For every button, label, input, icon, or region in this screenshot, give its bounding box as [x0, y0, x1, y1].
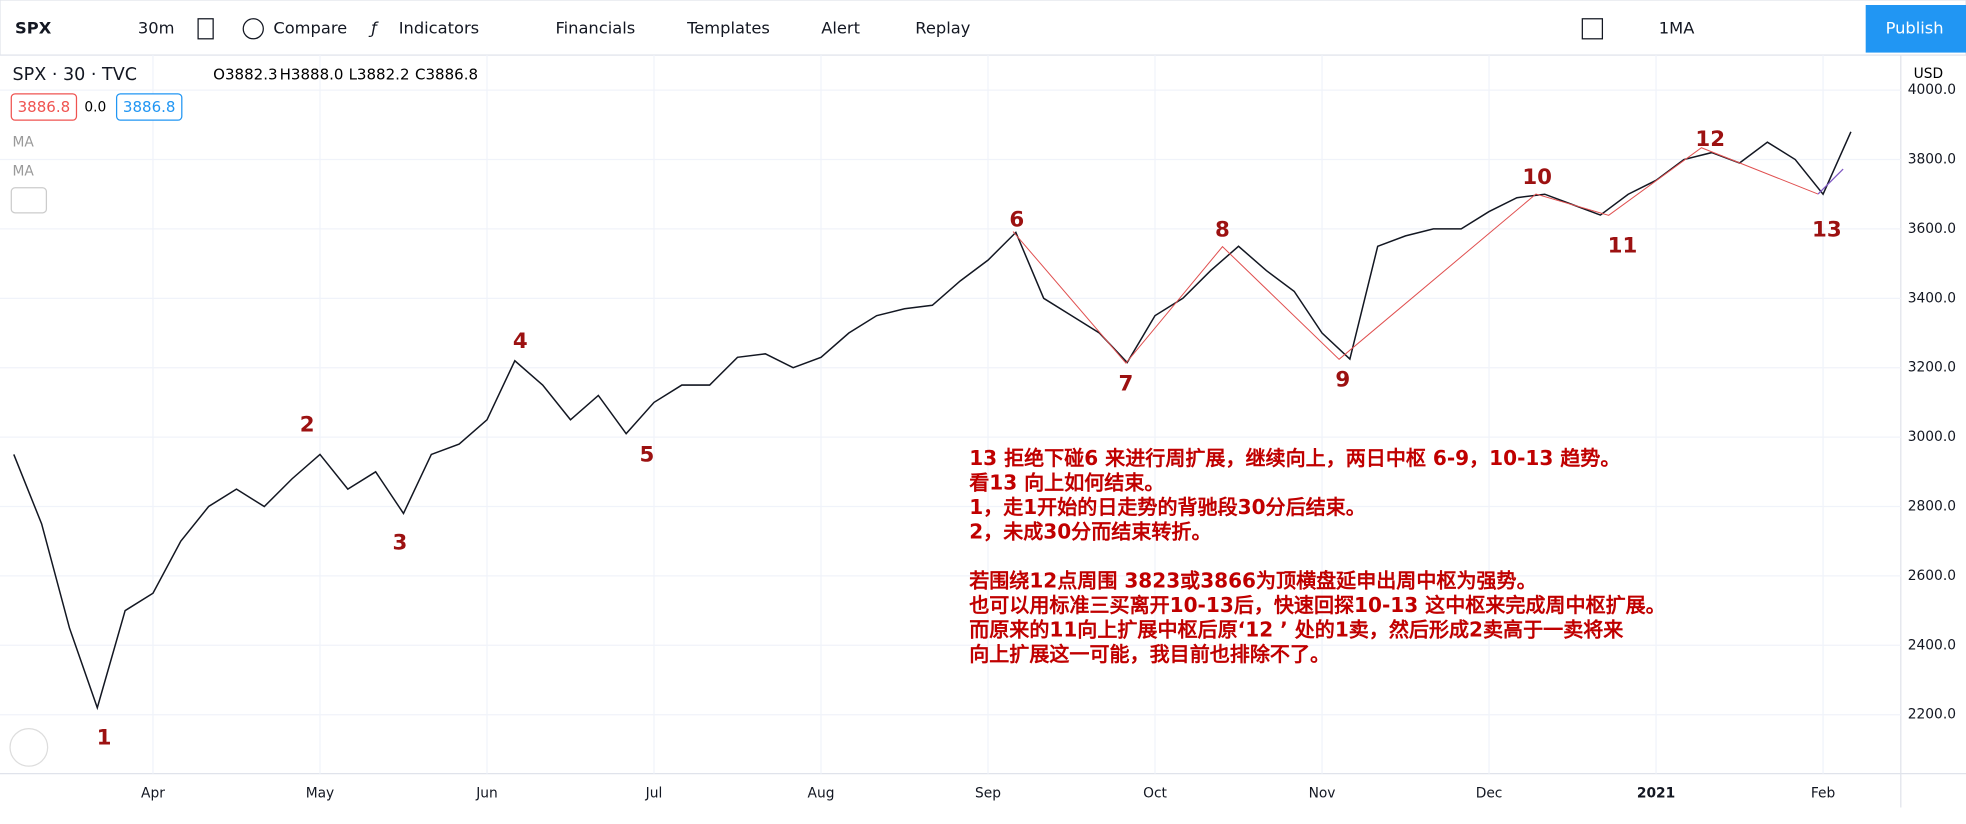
wave-label: 13 [1812, 217, 1842, 242]
wave-label: 6 [1009, 207, 1024, 232]
compare[interactable]: Compare [273, 18, 347, 37]
annotation-line: 看13 向上如何结束。 [969, 470, 1164, 494]
y-tick-label: 3800.0 [1908, 152, 1956, 168]
wave-label: 11 [1608, 234, 1638, 259]
x-tick-label: Apr [141, 786, 165, 802]
trend-segment [1817, 168, 1844, 195]
x-tick-label: Jun [475, 786, 498, 802]
wave-label: 2 [300, 413, 315, 438]
ohlc-high: H3888.0 [280, 66, 344, 84]
alert[interactable]: Alert [821, 18, 860, 37]
spread: 0.0 [84, 100, 106, 116]
y-tick-label: 3200.0 [1908, 360, 1956, 376]
wave-label: 10 [1522, 165, 1552, 190]
annotation-line: 若围绕12点周围 3823或3866为顶横盘延申出周中枢为强势。 [968, 569, 1536, 593]
y-tick-label: 2800.0 [1908, 499, 1956, 515]
plot [13, 131, 1852, 711]
price-line [13, 131, 1852, 711]
ask: 3886.8 [123, 98, 176, 116]
x-tick-label: Jul [645, 786, 663, 802]
ask-box[interactable] [115, 93, 183, 121]
x-tick-label: 2021 [1637, 786, 1675, 802]
interval[interactable]: 30m [138, 18, 175, 37]
symbol[interactable]: SPX [15, 18, 52, 37]
ma-label: MA [13, 135, 35, 151]
annotation-line: 2，未成30分而结束转折。 [969, 520, 1211, 544]
wave-label: 12 [1695, 127, 1725, 152]
publish-button[interactable] [1865, 5, 1966, 53]
compare-icon [242, 18, 264, 40]
ohlc-low: L3882.2 [349, 66, 410, 84]
grid [0, 55, 1901, 774]
ohlc-open: O3882.3 [213, 66, 277, 84]
x-tick-label: Feb [1811, 786, 1835, 802]
y-tick-label: 2400.0 [1908, 637, 1956, 653]
layout[interactable]: 1MA [1659, 18, 1695, 37]
annotation-line: 而原来的11向上扩展中枢后原‘12 ’ 处的1卖，然后形成2卖高于一卖将来 [969, 618, 1624, 642]
legend-title: SPX · 30 · TVC [13, 65, 138, 85]
templates[interactable]: Templates [686, 18, 770, 37]
y-tick-label: 2200.0 [1908, 707, 1956, 723]
wave-label: 5 [640, 443, 655, 468]
ma-label: MA [13, 164, 35, 180]
financials[interactable]: Financials [555, 18, 635, 37]
zigzag [1012, 147, 1819, 364]
wave-label: 1 [97, 726, 112, 751]
wave-label: 9 [1335, 368, 1350, 393]
wave-label: 4 [513, 329, 528, 354]
collapse-button[interactable] [10, 187, 48, 214]
toolbar [0, 0, 1966, 56]
y-tick-label: 3000.0 [1908, 429, 1956, 445]
bid: 3886.8 [18, 98, 71, 116]
fullscreen-icon[interactable] [1581, 18, 1604, 40]
y-tick-label: 3600.0 [1908, 221, 1956, 237]
x-tick-label: Nov [1309, 786, 1336, 802]
x-tick-label: Sep [975, 786, 1001, 802]
annotation-line: 13 拒绝下碰6 来进行周扩展，继续向上，两日中枢 6-9，10-13 趋势。 [969, 446, 1620, 470]
x-tick-label: May [306, 786, 334, 802]
x-tick-label: Aug [808, 786, 835, 802]
x-tick-label: Oct [1143, 786, 1167, 802]
currency: USD [1914, 66, 1943, 82]
bid-box[interactable] [10, 93, 78, 121]
y-tick-label: 2600.0 [1908, 568, 1956, 584]
y-tick-label: 3400.0 [1908, 290, 1956, 306]
indicators[interactable]: Indicators [399, 18, 479, 37]
annotation-line: 向上扩展这一可能，我目前也排除不了。 [969, 642, 1330, 666]
chart-type-icon[interactable] [197, 18, 214, 40]
logo [9, 727, 49, 767]
wave-label: 3 [393, 530, 408, 555]
annotation-line: 也可以用标准三买离开10-13后，快速回探10-13 这中枢来完成周中枢扩展。 [969, 593, 1666, 617]
annotation-line: 1，走1开始的日走势的背驰段30分后结束。 [969, 495, 1366, 519]
publish[interactable]: Publish [1886, 18, 1944, 37]
fx-icon: ƒ [368, 18, 379, 37]
ohlc-close: C3886.8 [415, 66, 478, 84]
wave-label: 8 [1215, 217, 1230, 242]
y-tick-label: 4000.0 [1908, 82, 1956, 98]
wave-label: 7 [1119, 371, 1134, 396]
x-tick-label: Dec [1476, 786, 1503, 802]
replay[interactable]: Replay [915, 18, 970, 37]
